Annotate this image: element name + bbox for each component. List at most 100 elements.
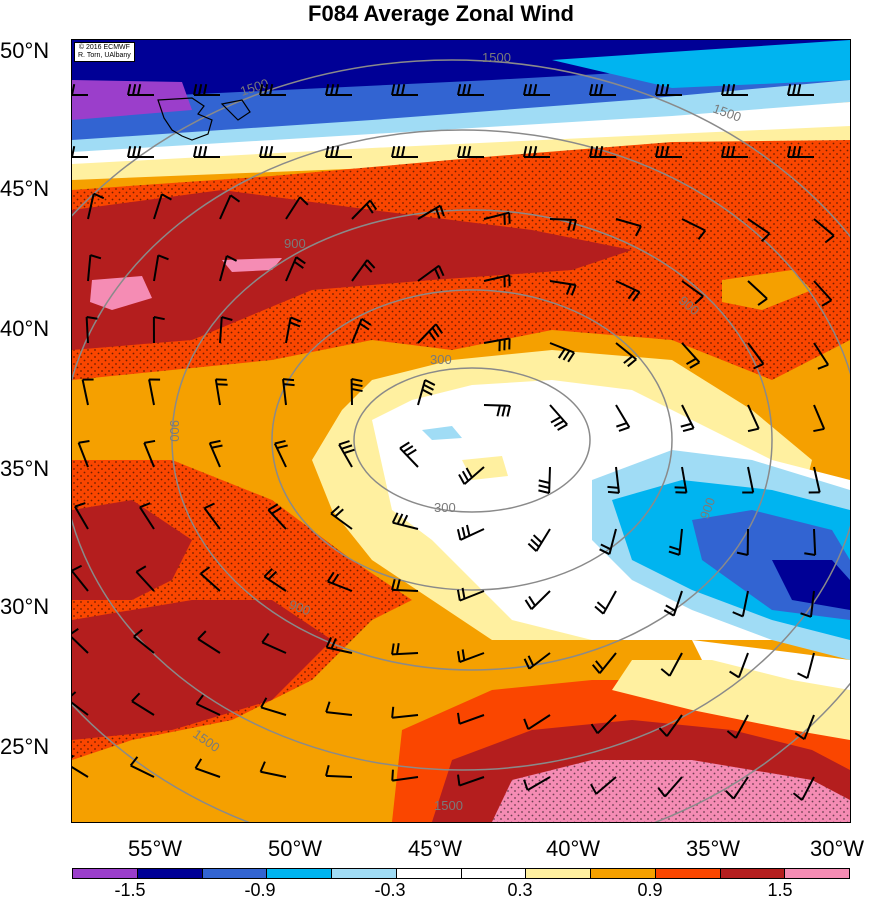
wind-barb [523, 146, 550, 158]
wind-barb-flag [680, 422, 692, 428]
wind-barb-flag [274, 439, 286, 445]
wind-barb-flag [538, 479, 550, 484]
wind-barb-flag [264, 146, 269, 158]
wind-barb-flag [538, 489, 550, 494]
wind-barb-flag [655, 146, 660, 158]
wind-barb-shaft [399, 447, 419, 468]
wind-barb-flag [391, 146, 396, 158]
wind-barb [87, 192, 105, 220]
wind-barb [391, 512, 419, 530]
wind-barb [549, 280, 577, 296]
wind-barb-shaft [72, 636, 89, 654]
wind-barb-shaft [810, 590, 815, 617]
wind-barb-flag [456, 651, 461, 663]
wind-barb-shaft [135, 571, 155, 592]
wind-barb-shaft [260, 706, 287, 716]
wind-barb-flag [594, 84, 599, 96]
wind-barb-flag [570, 284, 577, 296]
wind-barb-flag [721, 146, 726, 158]
wind-barb-shaft [813, 404, 826, 430]
wind-barb [668, 528, 683, 556]
wind-barb [729, 652, 749, 679]
wind-barb-flag [595, 660, 604, 671]
colorbar-label: -0.9 [244, 880, 276, 900]
wind-barb-flag [658, 727, 668, 737]
wind-barb-shaft [417, 379, 427, 406]
wind-barb [607, 466, 620, 494]
wind-barb-flag [396, 84, 401, 96]
wind-barb [326, 571, 353, 592]
wind-barb [456, 649, 485, 664]
contour-600 [271, 289, 673, 591]
wind-barb-flag [269, 146, 274, 158]
wind-barb-flag [660, 146, 665, 158]
wind-barb-flag [203, 84, 208, 96]
wind-barb [273, 439, 288, 468]
wind-barb-flag [259, 146, 264, 158]
wind-barb-flag [800, 612, 812, 618]
wind-barb-shaft [732, 776, 749, 800]
wind-barb-shaft [666, 714, 683, 737]
wind-barb-shaft [681, 342, 701, 363]
wind-barb [325, 146, 352, 158]
wind-barb [725, 776, 749, 800]
contour-900 [171, 209, 773, 671]
wind-barb-flag [572, 219, 577, 231]
wind-barb-flag [527, 655, 535, 667]
wind-barb-flag [93, 192, 105, 200]
wind-barb-flag [161, 193, 172, 201]
wind-barb [72, 754, 89, 778]
wind-barb [74, 502, 89, 530]
wind-barb [203, 502, 221, 530]
wind-barb-flag [461, 587, 466, 599]
wind-barb-flag [655, 84, 660, 96]
wind-barb-flag [532, 534, 543, 544]
wind-barb-flag [401, 84, 406, 96]
wind-barb-flag [589, 84, 594, 96]
wind-barb-flag [538, 484, 550, 489]
wind-barb-shaft [737, 652, 749, 678]
wind-barb [219, 255, 238, 282]
wind-barb [523, 84, 550, 96]
contour-label: 1500 [434, 798, 463, 813]
north-light-blue [72, 80, 850, 158]
wind-barb-flag [264, 84, 269, 96]
wind-barb-flag [269, 84, 274, 96]
wind-barb-flag [401, 514, 409, 526]
wind-barb [483, 337, 511, 352]
wind-barb [589, 84, 616, 96]
wind-barb-flag [501, 405, 506, 417]
colorbar-cell [267, 869, 332, 878]
wind-barb-shaft [72, 570, 89, 592]
color-scale-bar [72, 868, 850, 879]
wind-barb-flag [618, 426, 630, 432]
colorbar-label: -0.3 [374, 880, 406, 900]
wind-barb-flag [721, 84, 726, 96]
wind-barb-flag [632, 291, 641, 302]
wind-barb [195, 694, 221, 716]
wind-barb-flag [565, 283, 572, 295]
wind-barb-flag [137, 146, 142, 158]
wind-barb-shaft [391, 588, 419, 592]
wind-barb-flag [461, 526, 466, 539]
wind-barb-shaft [595, 776, 617, 795]
wind-barb [732, 590, 749, 618]
wind-barb-flag [331, 573, 340, 584]
wind-barb-flag [496, 405, 501, 417]
wind-barb [747, 280, 768, 306]
wind-barb-shaft [282, 379, 287, 406]
wind-barb-flag [72, 691, 77, 697]
wind-barb-flag [660, 84, 665, 96]
wind-barb [589, 146, 616, 158]
wind-barb-flag [665, 84, 670, 96]
wind-barb-flag [137, 84, 142, 96]
wind-barb [483, 274, 511, 288]
wind-barb [457, 84, 484, 96]
wind-barb-flag [689, 361, 700, 369]
wind-barb [391, 706, 419, 719]
wind-barb-flag [627, 358, 637, 368]
wind-barb-flag [396, 643, 400, 655]
wind-barb-flag [467, 84, 472, 96]
wind-barb-flag [391, 578, 396, 591]
wind-barb-flag [351, 383, 363, 388]
